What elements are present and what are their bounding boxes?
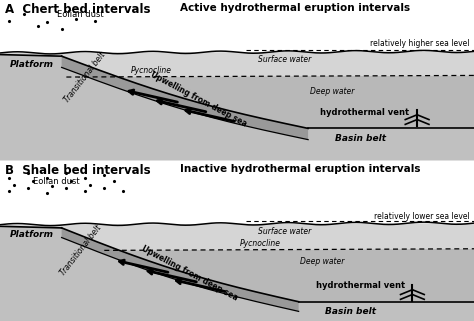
Text: Transitional belt: Transitional belt (63, 50, 108, 104)
Text: Basin belt: Basin belt (325, 307, 376, 316)
Polygon shape (62, 56, 308, 140)
Text: Active hydrothermal eruption intervals: Active hydrothermal eruption intervals (180, 3, 410, 13)
Text: Eolian dust: Eolian dust (33, 177, 80, 186)
Text: Surface water: Surface water (258, 227, 311, 236)
Text: Pycnocline: Pycnocline (131, 66, 172, 75)
Text: hydrothermal vent: hydrothermal vent (320, 108, 410, 117)
Polygon shape (0, 51, 474, 77)
Text: relatively higher sea level: relatively higher sea level (370, 39, 469, 48)
Text: Platform: Platform (9, 60, 54, 69)
Polygon shape (62, 56, 474, 128)
Text: Transitional belt: Transitional belt (58, 223, 103, 277)
Text: Pycnocline: Pycnocline (240, 239, 281, 248)
Text: Surface water: Surface water (258, 55, 311, 64)
Text: hydrothermal vent: hydrothermal vent (316, 281, 405, 290)
Text: Upwelling from deep sea: Upwelling from deep sea (149, 70, 249, 129)
Text: B  Shale bed intervals: B Shale bed intervals (5, 164, 150, 177)
Text: Upwelling from deep sea: Upwelling from deep sea (140, 244, 239, 302)
Text: Platform: Platform (9, 230, 54, 239)
Text: Deep water: Deep water (310, 87, 354, 96)
Text: Deep water: Deep water (300, 257, 345, 266)
Polygon shape (0, 55, 474, 160)
Polygon shape (62, 228, 474, 302)
Text: relatively lower sea level: relatively lower sea level (374, 212, 469, 221)
Polygon shape (0, 226, 474, 321)
Text: Eolian dust: Eolian dust (57, 10, 103, 19)
Polygon shape (0, 223, 474, 250)
Polygon shape (62, 228, 299, 311)
Text: Inactive hydrothermal eruption intervals: Inactive hydrothermal eruption intervals (180, 164, 420, 174)
Text: A  Chert bed intervals: A Chert bed intervals (5, 3, 150, 16)
Text: Basin belt: Basin belt (335, 134, 386, 143)
